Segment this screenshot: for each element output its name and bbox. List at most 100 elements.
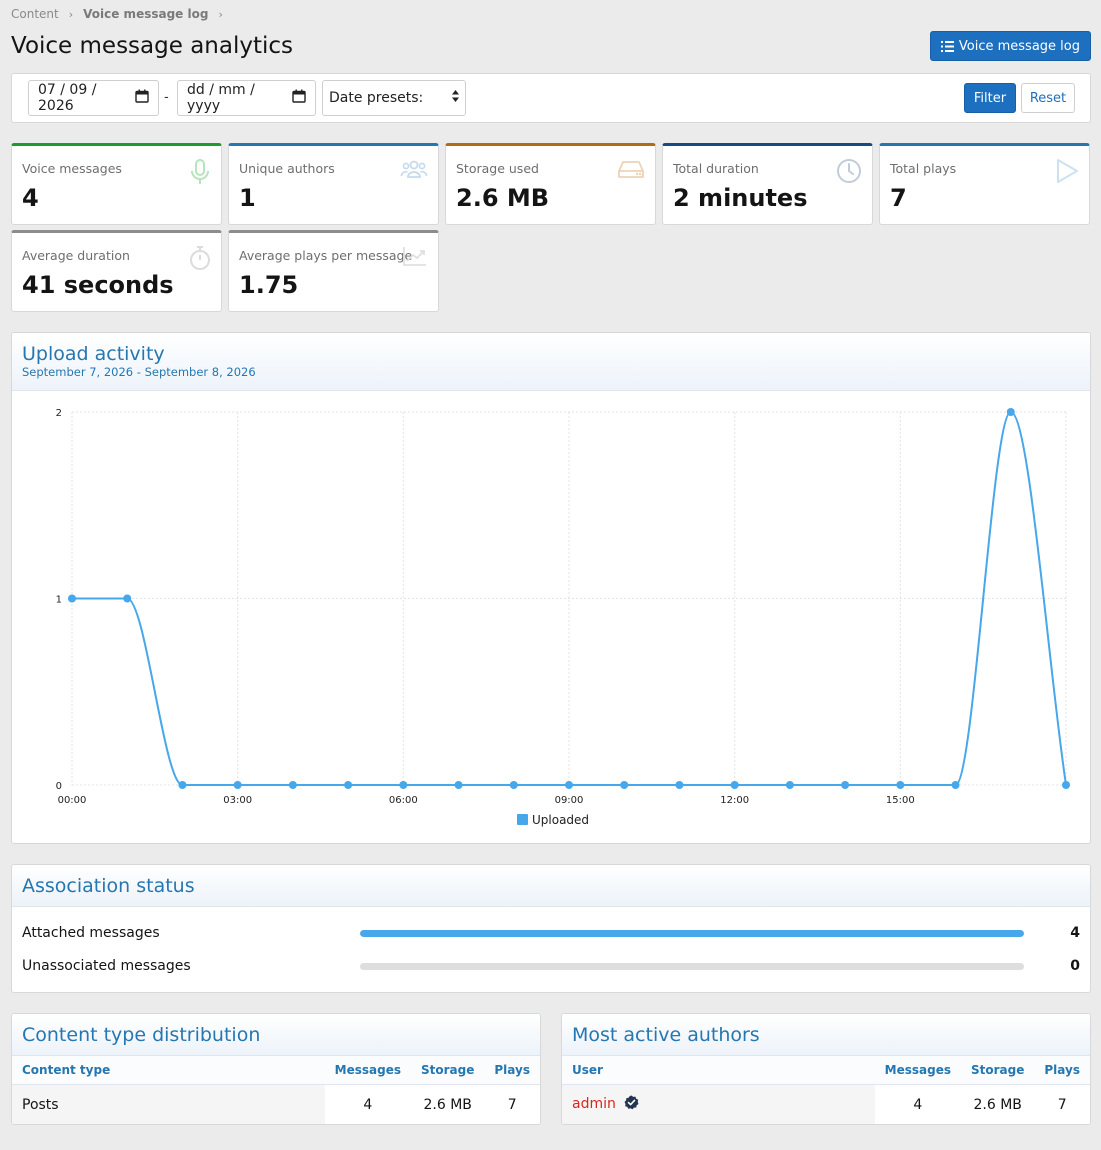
association-progress-fill bbox=[360, 929, 1024, 937]
stat-card-total-plays: Total plays 7 bbox=[879, 143, 1090, 225]
plays-cell: 7 bbox=[484, 1084, 540, 1124]
y-tick-label: 2 bbox=[56, 408, 62, 419]
start-date-input[interactable]: 07 / 09 / 2026 bbox=[28, 80, 159, 116]
list-icon bbox=[940, 40, 954, 52]
end-date-placeholder: dd / mm / yyyy bbox=[187, 82, 255, 114]
x-tick-label: 06:00 bbox=[389, 795, 418, 806]
authors-table: User Messages Storage Plays admin 4 2.6 … bbox=[562, 1056, 1090, 1124]
data-point bbox=[730, 781, 739, 789]
column-header[interactable]: User bbox=[562, 1056, 875, 1085]
stat-card-unique-authors: Unique authors 1 bbox=[228, 143, 439, 225]
data-point bbox=[1006, 408, 1015, 416]
association-status-header: Association status bbox=[12, 865, 1090, 907]
stat-label: Total plays bbox=[890, 161, 957, 176]
data-point bbox=[399, 781, 408, 789]
breadcrumb-content-link[interactable]: Content bbox=[11, 7, 59, 21]
legend-label-uploaded: Uploaded bbox=[532, 813, 589, 827]
voice-message-log-button-label: Voice message log bbox=[958, 38, 1080, 54]
storage-cell: 2.6 MB bbox=[411, 1084, 485, 1124]
column-header[interactable]: Content type bbox=[12, 1056, 325, 1085]
column-header[interactable]: Plays bbox=[1034, 1056, 1090, 1085]
data-point bbox=[841, 781, 850, 789]
messages-cell: 4 bbox=[874, 1084, 962, 1124]
verified-badge-icon bbox=[624, 1095, 639, 1114]
reset-button[interactable]: Reset bbox=[1021, 83, 1075, 113]
association-row-count: 0 bbox=[1070, 958, 1080, 974]
data-point bbox=[509, 781, 518, 789]
data-point bbox=[344, 781, 353, 789]
clock-icon bbox=[836, 158, 862, 188]
stat-value: 2 minutes bbox=[673, 184, 808, 212]
chevron-right-icon: › bbox=[68, 7, 74, 21]
x-tick-label: 15:00 bbox=[886, 795, 915, 806]
stat-value: 7 bbox=[890, 184, 907, 212]
calendar-icon[interactable] bbox=[292, 89, 306, 107]
plays-cell: 7 bbox=[1034, 1084, 1090, 1124]
stat-card-average-duration: Average duration 41 seconds bbox=[11, 230, 222, 312]
stat-label: Average plays per message bbox=[239, 248, 413, 263]
date-presets-select[interactable]: Date presets: bbox=[322, 80, 466, 116]
data-point bbox=[68, 594, 76, 603]
association-row-attached: Attached messages 4 bbox=[22, 923, 1080, 943]
stat-card-voice-messages: Voice messages 4 bbox=[11, 143, 222, 225]
column-header[interactable]: Storage bbox=[961, 1056, 1035, 1085]
x-tick-label: 12:00 bbox=[720, 795, 749, 806]
stat-label: Voice messages bbox=[22, 161, 122, 176]
calendar-icon[interactable] bbox=[135, 89, 149, 107]
table-header-row: User Messages Storage Plays bbox=[562, 1056, 1090, 1085]
stat-label: Average duration bbox=[22, 248, 130, 263]
association-row-label: Unassociated messages bbox=[22, 958, 191, 974]
data-point bbox=[233, 781, 242, 789]
column-header[interactable]: Storage bbox=[411, 1056, 485, 1085]
chevron-right-icon: › bbox=[218, 7, 223, 21]
association-status-title: Association status bbox=[22, 874, 195, 897]
date-presets-label: Date presets: bbox=[329, 90, 424, 106]
content-type-header: Content type distribution bbox=[12, 1014, 540, 1056]
start-date-value: 07 / 09 / 2026 bbox=[38, 82, 97, 114]
x-tick-label: 00:00 bbox=[58, 795, 87, 806]
association-progress-track bbox=[360, 929, 1024, 937]
data-point bbox=[896, 781, 905, 789]
stat-card-total-duration: Total duration 2 minutes bbox=[662, 143, 873, 225]
data-point bbox=[951, 781, 960, 789]
association-row-unassociated: Unassociated messages 0 bbox=[22, 956, 1080, 976]
column-header[interactable]: Messages bbox=[874, 1056, 962, 1085]
stopwatch-icon bbox=[189, 245, 211, 275]
breadcrumb-voice-log-link[interactable]: Voice message log bbox=[83, 7, 209, 21]
data-point bbox=[675, 781, 684, 789]
user-link-admin[interactable]: admin bbox=[572, 1096, 616, 1113]
data-point bbox=[565, 781, 573, 789]
data-point bbox=[620, 781, 629, 789]
content-type-distribution-block: Content type distribution Content type M… bbox=[11, 1013, 541, 1125]
authors-title: Most active authors bbox=[572, 1023, 760, 1046]
voice-message-log-button[interactable]: Voice message log bbox=[929, 31, 1091, 61]
upload-activity-chart: 0 1 2 00:00 03:00 06:00 09:00 12:00 15:00 Uploade… bbox=[56, 408, 1070, 827]
upload-activity-header: Upload activity September 7, 2026 - Sept… bbox=[12, 333, 1090, 391]
association-status-block: Association status Attached messages 4 U… bbox=[11, 864, 1091, 993]
filter-button[interactable]: Filter bbox=[964, 83, 1016, 113]
x-tick-label: 09:00 bbox=[555, 795, 584, 806]
most-active-authors-block: Most active authors User Messages Storag… bbox=[561, 1013, 1091, 1125]
authors-header: Most active authors bbox=[562, 1014, 1090, 1056]
legend-swatch-uploaded bbox=[517, 814, 528, 825]
association-row-count: 4 bbox=[1070, 925, 1080, 941]
upload-activity-date-range: September 7, 2026 - September 8, 2026 bbox=[22, 365, 256, 379]
column-header[interactable]: Plays bbox=[484, 1056, 540, 1085]
chart-line-icon bbox=[402, 245, 428, 271]
x-tick-label: 03:00 bbox=[223, 795, 252, 806]
stat-label: Storage used bbox=[456, 161, 539, 176]
table-row: Posts 4 2.6 MB 7 bbox=[12, 1084, 540, 1124]
data-point bbox=[178, 781, 187, 789]
microphone-icon bbox=[189, 158, 211, 190]
table-header-row: Content type Messages Storage Plays bbox=[12, 1056, 540, 1085]
play-icon bbox=[1055, 158, 1079, 188]
stat-label: Unique authors bbox=[239, 161, 335, 176]
association-row-label: Attached messages bbox=[22, 925, 160, 941]
breadcrumb: Content › Voice message log › bbox=[11, 7, 233, 21]
stat-card-storage-used: Storage used 2.6 MB bbox=[445, 143, 656, 225]
end-date-input[interactable]: dd / mm / yyyy bbox=[177, 80, 316, 116]
association-progress-track bbox=[360, 962, 1024, 970]
stat-label: Total duration bbox=[673, 161, 759, 176]
messages-cell: 4 bbox=[324, 1084, 412, 1124]
column-header[interactable]: Messages bbox=[324, 1056, 412, 1085]
